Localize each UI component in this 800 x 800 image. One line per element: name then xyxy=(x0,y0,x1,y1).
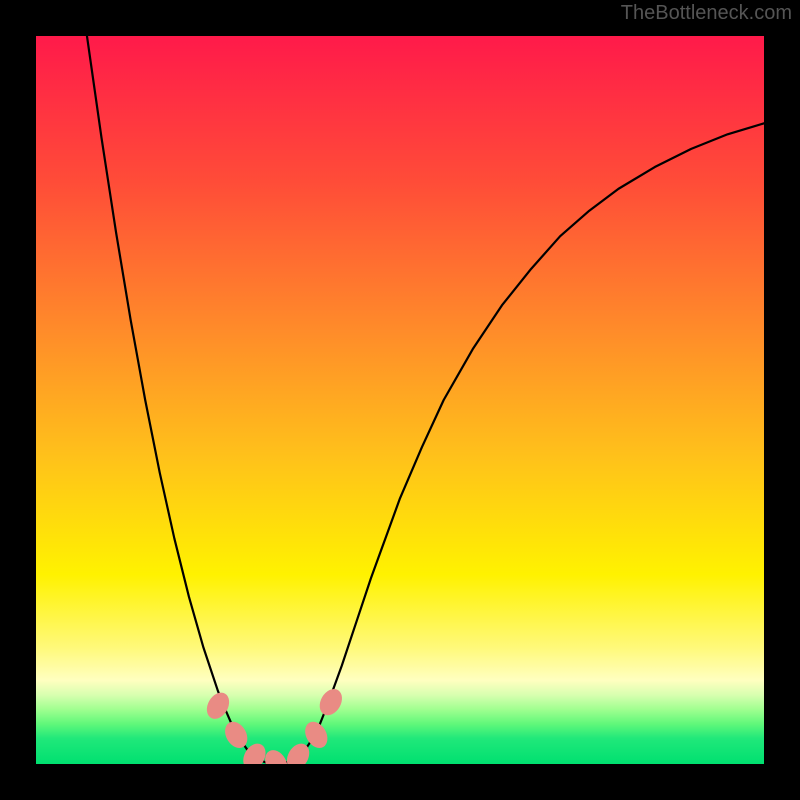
watermark-text: TheBottleneck.com xyxy=(621,2,792,25)
chart-svg xyxy=(36,36,764,764)
chart-container: TheBottleneck.com xyxy=(0,0,800,800)
plot-area xyxy=(36,36,764,764)
